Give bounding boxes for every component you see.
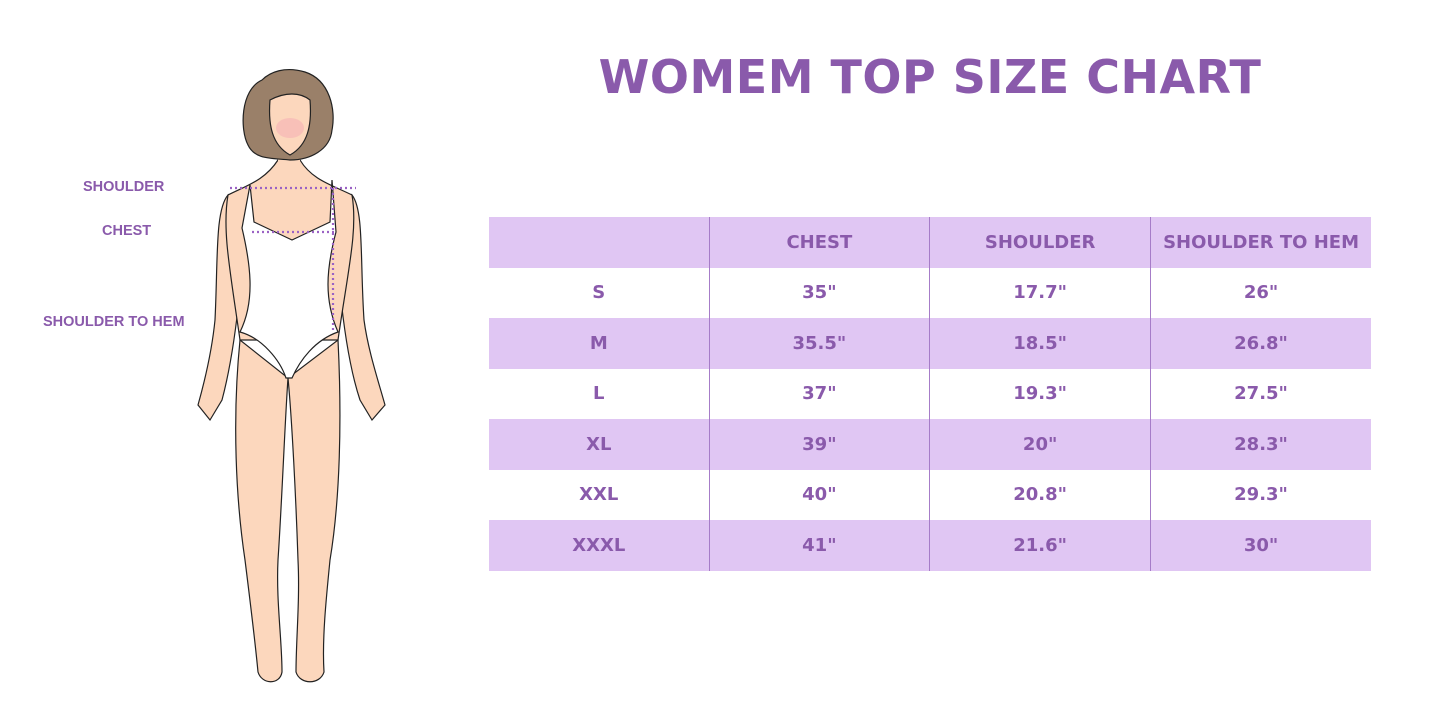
- chest-label: CHEST: [102, 223, 152, 239]
- chest-cell: 37": [708, 368, 930, 419]
- shoulder-label: SHOULDER: [83, 179, 165, 195]
- body-figure-illustration: [197, 68, 386, 683]
- shoulder-to-hem-cell: 30": [1150, 520, 1371, 571]
- size-cell: M: [489, 318, 710, 369]
- size-cell: XL: [489, 419, 710, 470]
- chest-cell: 35.5": [708, 318, 930, 369]
- table-row: L 37" 19.3" 27.5": [489, 368, 1371, 419]
- header-cell: SHOULDER: [929, 217, 1151, 268]
- table-row: M 35.5" 18.5" 26.8": [489, 318, 1371, 369]
- page-title: WOMEM TOP SIZE CHART: [598, 50, 1262, 104]
- size-cell: XXL: [579, 484, 619, 506]
- table-header-row: CHEST SHOULDER SHOULDER TO HEM: [489, 217, 1371, 268]
- size-cell: S: [592, 282, 606, 304]
- shoulder-cell: 20": [929, 419, 1151, 470]
- shoulder-to-hem-label: SHOULDER TO HEM: [43, 314, 185, 330]
- shoulder-to-hem-cell: 27.5": [1150, 368, 1371, 419]
- shoulder-cell: 19.3": [929, 368, 1151, 419]
- chest-cell: 40": [708, 469, 930, 520]
- size-chart-table: CHEST SHOULDER SHOULDER TO HEM S 35" 17.7"…: [489, 217, 1371, 571]
- shoulder-to-hem-cell: 28.3": [1150, 419, 1371, 470]
- header-cell: [489, 217, 710, 268]
- header-cell: CHEST: [708, 217, 930, 268]
- shoulder-cell: 17.7": [929, 267, 1151, 318]
- shoulder-to-hem-cell: 26": [1150, 267, 1371, 318]
- shoulder-cell: 21.6": [929, 520, 1151, 571]
- table-row: XL 39" 20" 28.3": [489, 419, 1371, 470]
- table-row: XXL 40" 20.8" 29.3": [489, 469, 1371, 520]
- shoulder-to-hem-cell: 29.3": [1150, 469, 1371, 520]
- table-row: XXXL 41" 21.6" 30": [489, 520, 1371, 571]
- chest-cell: 39": [708, 419, 930, 470]
- chest-cell: 35": [708, 267, 930, 318]
- size-cell: L: [593, 383, 605, 405]
- shoulder-cell: 20.8": [929, 469, 1151, 520]
- chest-cell: 41": [708, 520, 930, 571]
- size-cell: XXXL: [489, 520, 710, 571]
- table-row: S 35" 17.7" 26": [489, 267, 1371, 318]
- header-cell: SHOULDER TO HEM: [1150, 217, 1371, 268]
- shoulder-to-hem-cell: 26.8": [1150, 318, 1371, 369]
- shoulder-cell: 18.5": [929, 318, 1151, 369]
